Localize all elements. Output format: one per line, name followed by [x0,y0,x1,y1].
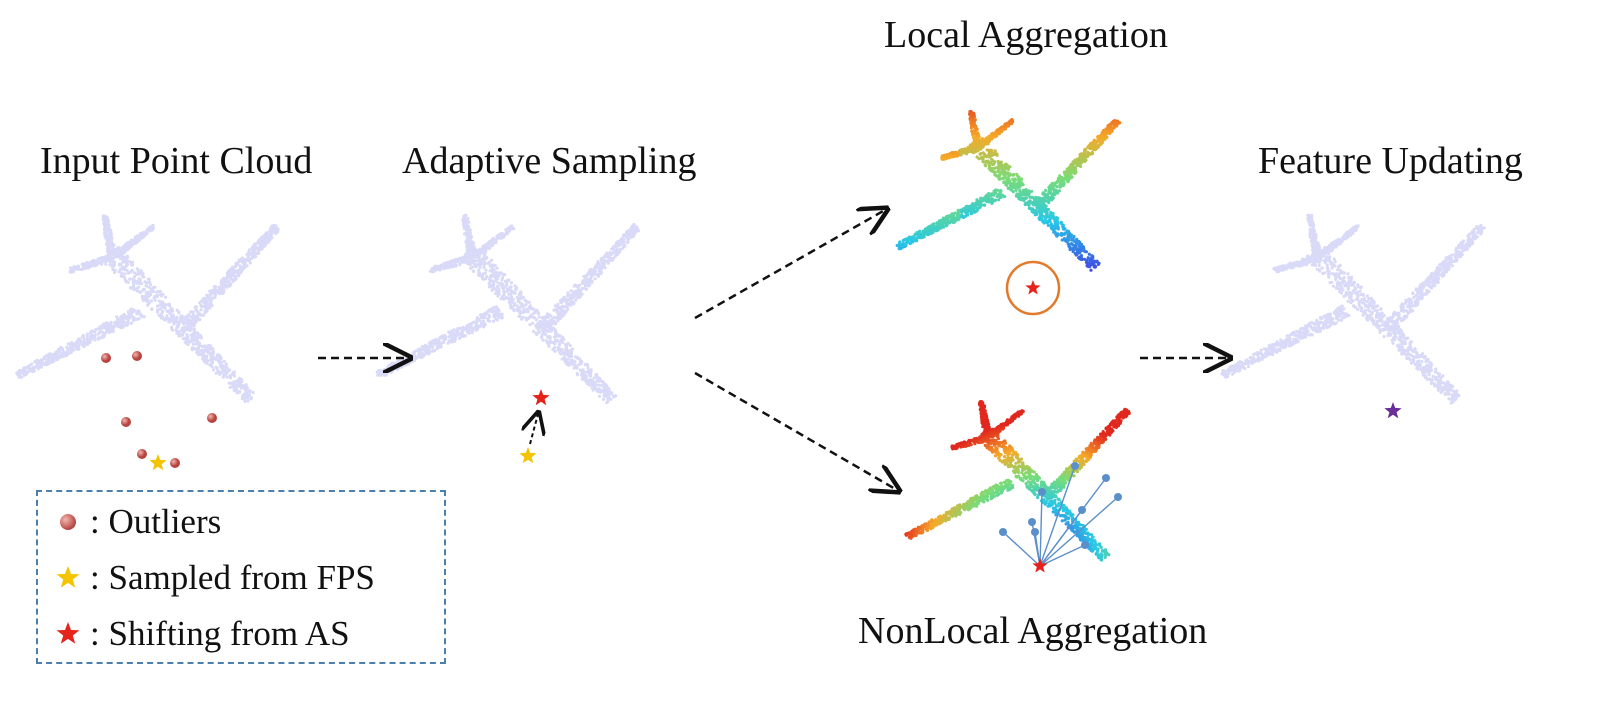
outlier-point [101,353,111,363]
legend-box: : Outliers : Sampled from FPS : Shifting… [36,490,446,664]
flow-arrow [694,210,885,320]
local-aggregation-plane [895,109,1122,272]
legend-item-as: : Shifting from AS [52,614,350,654]
adaptive-sampling-label: Adaptive Sampling [402,140,697,182]
nonlocal-link [1039,509,1083,567]
outlier-point [170,458,180,468]
feature-updating-label: Feature Updating [1258,140,1523,182]
outlier-point [207,413,217,423]
nonlocal-link [1039,465,1076,567]
outlier-point [137,449,147,459]
nonlocal-node [1038,488,1046,496]
nonlocal-aggregation-plane [904,399,1131,562]
outlier-point [121,417,131,427]
nonlocal-link [1039,491,1043,567]
nonlocal-link [1002,531,1041,567]
shift-arrow [530,414,538,445]
legend-label-as: : Shifting from AS [90,614,350,653]
input-point-cloud-plane [15,214,280,403]
nonlocal-node [1028,518,1036,526]
nonlocal-node [999,528,1007,536]
legend-label-fps: : Sampled from FPS [90,558,375,597]
fps-star-icon [519,447,537,464]
outlier-point [132,351,142,361]
nonlocal-link [1039,496,1119,567]
as-star-icon [1032,558,1048,573]
feature-star-icon [1384,402,1402,419]
feature-updating-plane [1220,213,1486,405]
input-point-cloud-label: Input Point Cloud [40,140,313,182]
legend-label-outliers: : Outliers [90,502,222,541]
local-aggregation-label: Local Aggregation [884,14,1168,56]
nonlocal-link [1031,521,1041,567]
nonlocal-node [1078,506,1086,514]
fps-star-icon [149,454,167,471]
red-star-icon [52,621,84,647]
nonlocal-node [1102,474,1110,482]
as-star-icon [1025,280,1041,295]
flow-arrow [694,371,897,490]
as-star-icon [532,389,550,406]
adaptive-sampling-plane [375,213,641,405]
neighborhood-circle [1005,260,1061,316]
nonlocal-node [1071,462,1079,470]
legend-item-fps: : Sampled from FPS [52,558,375,598]
nonlocal-node [1081,541,1089,549]
legend-item-outliers: : Outliers [52,502,221,542]
nonlocal-node [1114,493,1122,501]
outlier-ball-icon [52,514,84,530]
nonlocal-aggregation-label: NonLocal Aggregation [858,610,1208,652]
nonlocal-link [1039,544,1086,567]
yellow-star-icon [52,565,84,591]
